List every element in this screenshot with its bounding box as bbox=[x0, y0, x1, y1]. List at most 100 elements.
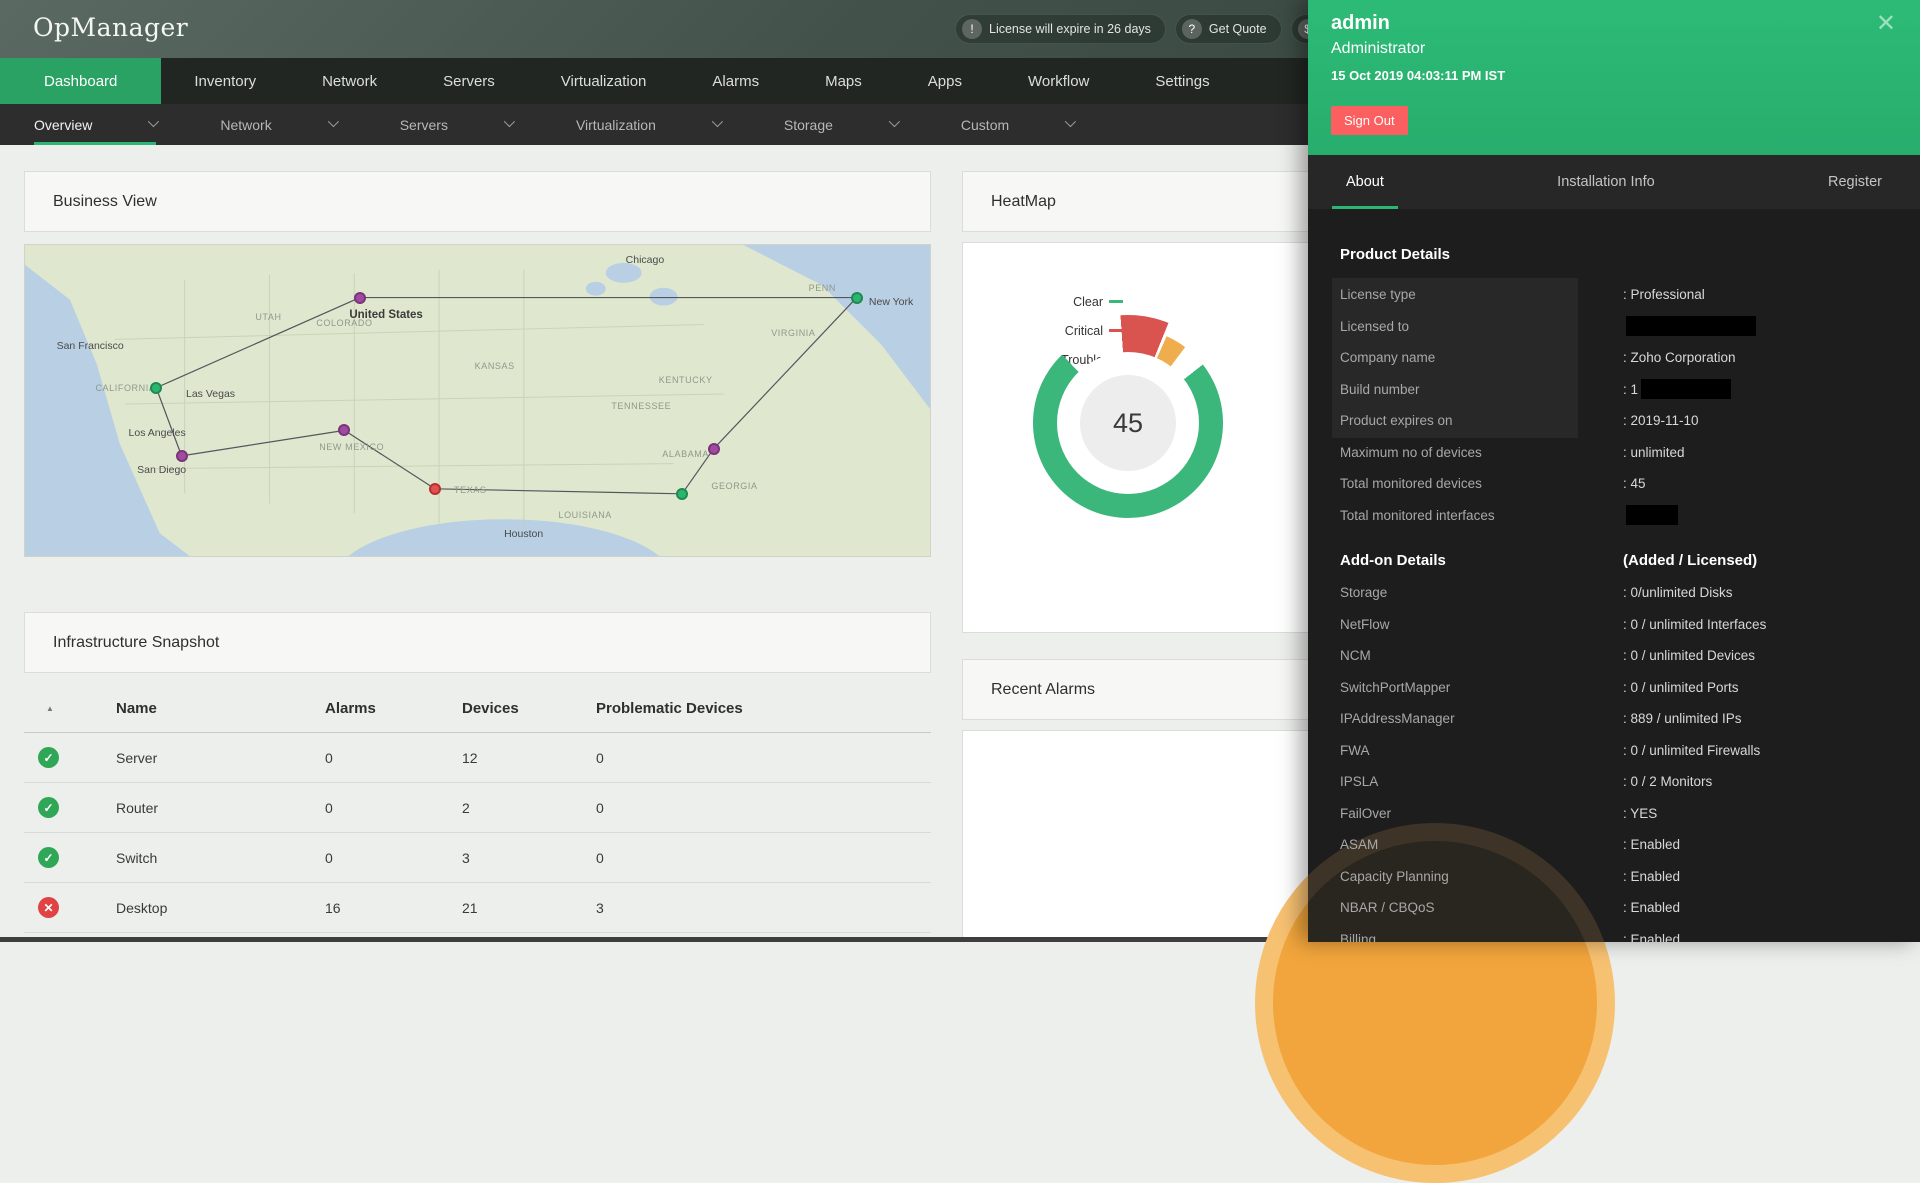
nav-item-inventory[interactable]: Inventory bbox=[194, 72, 257, 90]
table-row[interactable]: ✓ Switch 0 3 0 bbox=[24, 833, 931, 883]
cell-devices: 12 bbox=[462, 749, 478, 766]
subnav-item-storage[interactable]: Storage bbox=[784, 104, 900, 145]
column-header-devices[interactable]: Devices bbox=[462, 700, 519, 717]
subnav-item-virtualization[interactable]: Virtualization bbox=[575, 104, 723, 145]
nav-item-virtualization[interactable]: Virtualization bbox=[560, 72, 647, 90]
subnav-item-custom[interactable]: Custom bbox=[961, 104, 1077, 145]
get-quote-button[interactable]: ? Get Quote bbox=[1174, 14, 1282, 44]
license-expiry-notice[interactable]: ! License will expire in 26 days bbox=[955, 14, 1166, 44]
column-header-name[interactable]: Name bbox=[116, 700, 157, 717]
map-node[interactable] bbox=[676, 487, 689, 500]
tab-register[interactable]: Register bbox=[1827, 174, 1882, 190]
map-node[interactable] bbox=[150, 381, 163, 394]
addon-value: : 0 / unlimited Interfaces bbox=[1623, 616, 1767, 632]
chevron-down-icon bbox=[503, 115, 516, 127]
addon-details-heading: Add-on Details bbox=[1340, 552, 1446, 569]
detail-value: : Zoho Corporation bbox=[1623, 350, 1736, 366]
map-label: KENTUCKY bbox=[658, 375, 713, 386]
detail-label: Build number bbox=[1340, 381, 1420, 397]
addon-licensed-heading: (Added / Licensed) bbox=[1623, 552, 1758, 569]
table-row[interactable]: ✕ Desktop 16 21 3 bbox=[24, 883, 931, 933]
detail-row: Maximum no of devices : unlimited bbox=[1340, 437, 1920, 469]
cell-devices: 21 bbox=[462, 899, 478, 916]
column-header-alarms[interactable]: Alarms bbox=[325, 700, 376, 717]
addon-details-rows: Storage : 0/unlimited Disks NetFlow : 0 … bbox=[1340, 577, 1920, 942]
map-label: Chicago bbox=[625, 253, 665, 266]
detail-value: : Professional bbox=[1623, 287, 1705, 303]
addon-row: Storage : 0/unlimited Disks bbox=[1340, 577, 1920, 609]
detail-label: Licensed to bbox=[1340, 318, 1410, 334]
detail-label: Total monitored interfaces bbox=[1340, 507, 1495, 523]
subnav-item-network[interactable]: Network bbox=[220, 104, 339, 145]
detail-row: License type : Professional bbox=[1340, 279, 1920, 311]
clear-color-swatch bbox=[1109, 300, 1123, 303]
subnav-item-servers[interactable]: Servers bbox=[399, 104, 516, 145]
legend-item-clear[interactable]: Clear bbox=[983, 287, 1123, 316]
addon-label: IPAddressManager bbox=[1340, 711, 1455, 727]
map-geography bbox=[25, 245, 930, 556]
subnav-item-overview[interactable]: Overview bbox=[34, 104, 160, 145]
table-row[interactable]: ✓ Router 0 2 0 bbox=[24, 783, 931, 833]
addon-label: IPSLA bbox=[1340, 774, 1379, 790]
tab-installation-info[interactable]: Installation Info bbox=[1557, 174, 1655, 190]
map-label: San Francisco bbox=[56, 340, 124, 353]
addon-label: Billing bbox=[1340, 931, 1377, 942]
addon-value: : Enabled bbox=[1623, 931, 1681, 942]
nav-item-dashboard[interactable]: Dashboard bbox=[0, 58, 162, 104]
column-header-problematic[interactable]: Problematic Devices bbox=[596, 700, 743, 717]
nav-item-maps[interactable]: Maps bbox=[825, 72, 862, 90]
cell-alarms: 0 bbox=[325, 849, 333, 866]
tab-about[interactable]: About bbox=[1332, 155, 1398, 209]
map-node[interactable] bbox=[850, 291, 863, 304]
app-logo[interactable]: OpManager bbox=[33, 13, 189, 42]
nav-item-workflow[interactable]: Workflow bbox=[1027, 72, 1090, 90]
addon-row: NCM : 0 / unlimited Devices bbox=[1340, 640, 1920, 672]
map-label: United States bbox=[349, 308, 423, 321]
sort-icon[interactable]: ▲ bbox=[46, 704, 54, 713]
nav-item-settings[interactable]: Settings bbox=[1155, 72, 1210, 90]
nav-item-apps[interactable]: Apps bbox=[927, 72, 962, 90]
addon-label: FailOver bbox=[1340, 805, 1392, 821]
close-icon[interactable]: ✕ bbox=[1875, 10, 1896, 37]
redacted-value bbox=[1641, 379, 1732, 400]
license-warning-icon: ! bbox=[962, 19, 982, 39]
map-label: CALIFORNIA bbox=[95, 382, 156, 393]
addon-label: ASAM bbox=[1340, 837, 1379, 853]
map-node[interactable] bbox=[338, 424, 351, 437]
addon-label: Storage bbox=[1340, 585, 1388, 601]
map-label: New York bbox=[868, 296, 914, 309]
chevron-down-icon bbox=[327, 115, 339, 127]
nav-item-servers[interactable]: Servers bbox=[443, 72, 495, 90]
map-node[interactable] bbox=[175, 449, 188, 462]
map-node[interactable] bbox=[707, 442, 720, 455]
cell-devices: 2 bbox=[462, 799, 470, 816]
map-label: Las Vegas bbox=[185, 387, 236, 400]
chevron-down-icon bbox=[888, 115, 900, 127]
recent-alarms-title: Recent Alarms bbox=[991, 680, 1096, 698]
table-header-row: ▲ Name Alarms Devices Problematic Device… bbox=[24, 685, 931, 733]
legend-label: Clear bbox=[1073, 294, 1103, 309]
subnav-label: Servers bbox=[399, 116, 448, 133]
detail-value: : 45 bbox=[1623, 476, 1646, 492]
addon-label: NCM bbox=[1340, 648, 1371, 664]
addon-details-heading-row: Add-on Details (Added / Licensed) bbox=[1340, 551, 1920, 571]
detail-label: Total monitored devices bbox=[1340, 476, 1482, 492]
addon-value: : YES bbox=[1623, 805, 1658, 821]
nav-item-network[interactable]: Network bbox=[322, 72, 378, 90]
subnav-label: Virtualization bbox=[575, 116, 656, 133]
business-view-map: United States CALIFORNIA UTAH COLORADO KANSA… bbox=[24, 244, 931, 557]
nav-item-alarms[interactable]: Alarms bbox=[712, 72, 760, 90]
cell-alarms: 0 bbox=[325, 799, 333, 816]
detail-value: : 1 bbox=[1623, 381, 1639, 397]
cell-devices: 3 bbox=[462, 849, 470, 866]
addon-value: : 0 / unlimited Firewalls bbox=[1623, 742, 1761, 758]
detail-row: Total monitored devices : 45 bbox=[1340, 468, 1920, 500]
map-node[interactable] bbox=[353, 291, 366, 304]
addon-value: : 0 / unlimited Devices bbox=[1623, 648, 1756, 664]
map-node[interactable] bbox=[428, 482, 441, 495]
user-role: Administrator bbox=[1331, 40, 1426, 57]
sign-out-button[interactable]: Sign Out bbox=[1331, 106, 1408, 135]
addon-value: : 0 / 2 Monitors bbox=[1623, 774, 1713, 790]
table-row[interactable]: ✓ Server 0 12 0 bbox=[24, 733, 931, 783]
map-label: Los Angeles bbox=[128, 426, 186, 439]
